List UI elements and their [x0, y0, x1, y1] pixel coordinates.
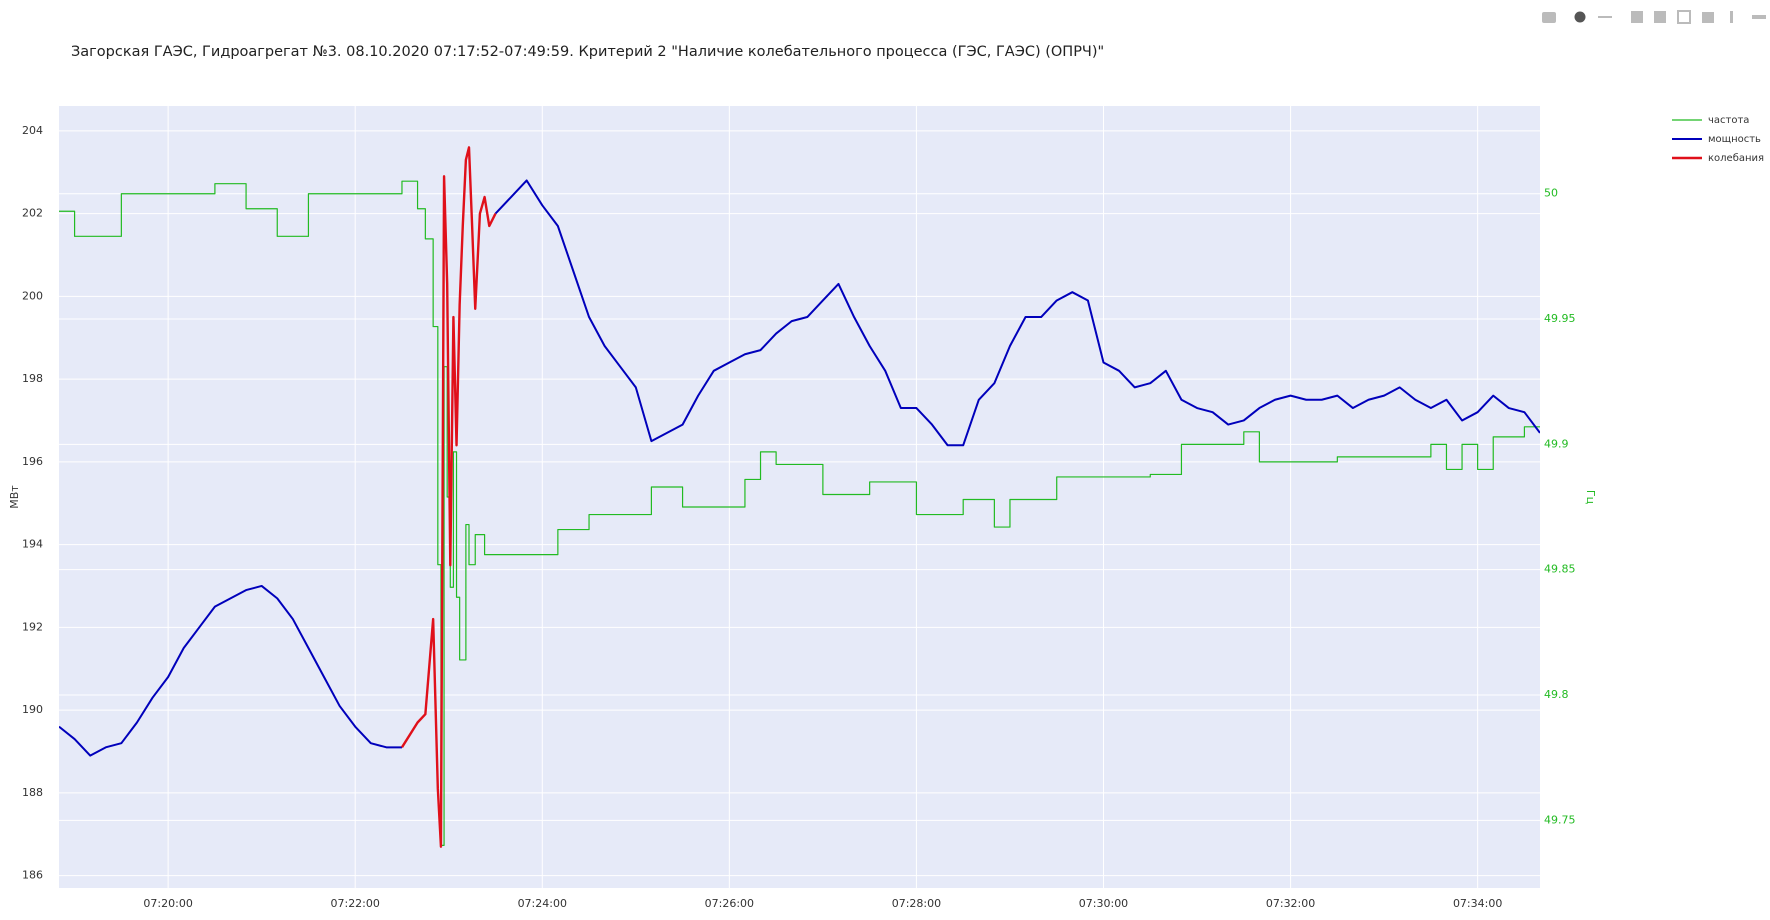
zoom-icon[interactable] [1574, 11, 1586, 23]
pan-icon[interactable] [1598, 16, 1612, 18]
y2-tick-label: 49.95 [1544, 312, 1576, 325]
y-tick-label: 188 [22, 786, 43, 799]
x-tick-label: 07:20:00 [143, 897, 192, 910]
x-tick-label: 07:22:00 [330, 897, 379, 910]
y2-axis-title: Гц [1584, 490, 1597, 504]
x-tick-label: 07:32:00 [1266, 897, 1315, 910]
zoom-in-icon[interactable] [1631, 11, 1643, 23]
y-tick-label: 194 [22, 538, 43, 551]
y2-tick-label: 49.75 [1544, 813, 1576, 826]
x-tick-label: 07:24:00 [518, 897, 567, 910]
y-tick-label: 198 [22, 372, 43, 385]
spike-icon[interactable] [1730, 11, 1733, 23]
y-tick-label: 186 [22, 869, 43, 882]
legend-label: колебания [1708, 153, 1764, 164]
y2-tick-label: 49.85 [1544, 563, 1576, 576]
hover-icon[interactable] [1752, 15, 1766, 19]
zoom-out-icon[interactable] [1654, 11, 1666, 23]
y-axis-title: МВт [8, 485, 21, 509]
legend-label: частота [1708, 115, 1749, 126]
x-tick-label: 07:30:00 [1079, 897, 1128, 910]
series-line [59, 179, 1540, 757]
reset-icon[interactable] [1702, 12, 1714, 23]
y-tick-label: 202 [22, 207, 43, 220]
y-tick-label: 190 [22, 703, 43, 716]
y-tick-label: 200 [22, 289, 43, 302]
y-tick-label: 196 [22, 455, 43, 468]
autoscale-icon[interactable] [1677, 10, 1691, 24]
x-tick-label: 07:26:00 [705, 897, 754, 910]
y-tick-label: 204 [22, 124, 43, 137]
x-tick-label: 07:34:00 [1453, 897, 1502, 910]
series-line [59, 180, 1540, 846]
plot-background [59, 106, 1540, 888]
y2-tick-label: 49.8 [1544, 688, 1569, 701]
series-line [400, 146, 497, 848]
y-tick-label: 192 [22, 620, 43, 633]
y2-tick-label: 50 [1544, 187, 1558, 200]
x-tick-label: 07:28:00 [892, 897, 941, 910]
toolbar [1542, 10, 1766, 24]
chart-title: Загорская ГАЭС, Гидроагрегат №3. 08.10.2… [71, 44, 1104, 60]
legend-label: мощность [1708, 134, 1761, 145]
camera-icon[interactable] [1542, 12, 1556, 23]
y2-tick-label: 49.9 [1544, 437, 1569, 450]
